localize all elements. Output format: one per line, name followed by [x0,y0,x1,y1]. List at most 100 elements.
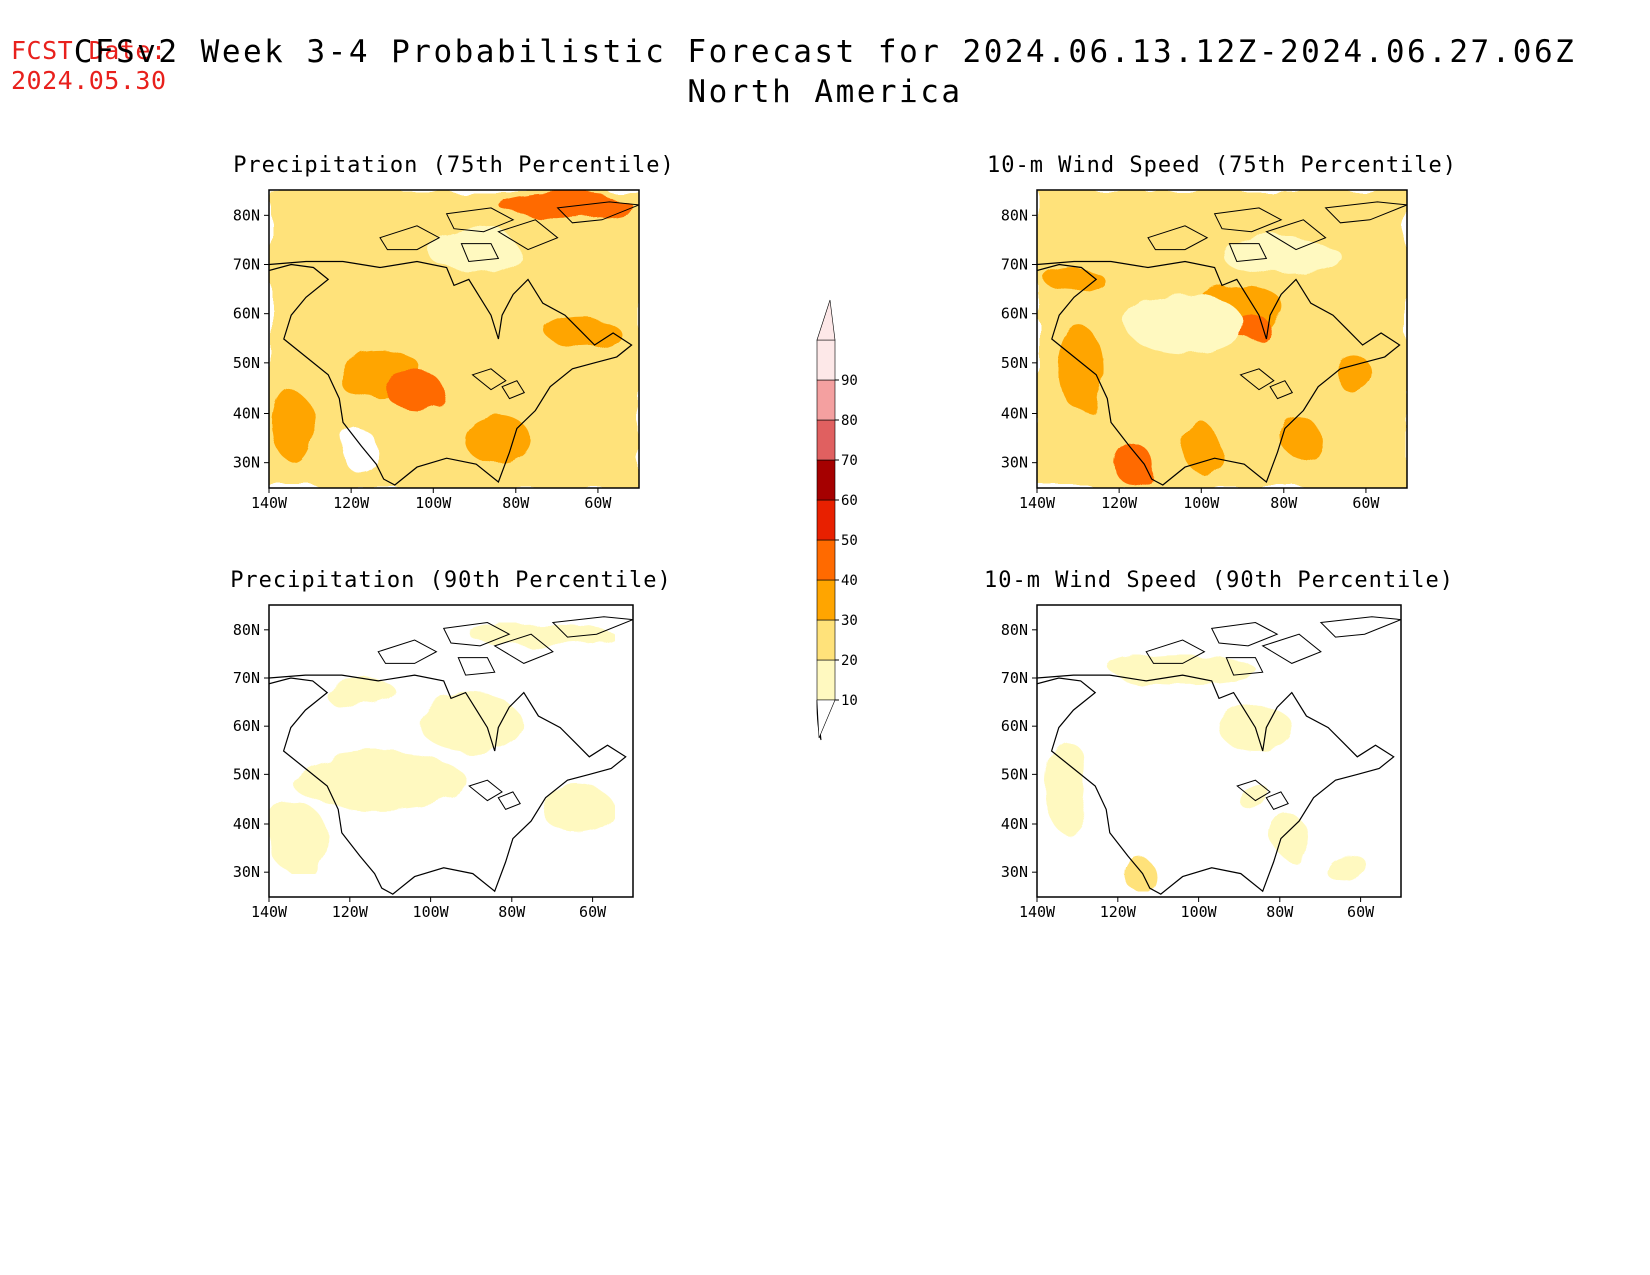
lat-tick-label: 40N [233,815,260,833]
colorbar-swatch [816,379,836,421]
map-panel-wind-90: 10-m Wind Speed (90th Percentile) 140W 120… [984,568,1453,921]
probability-area [1324,853,1369,883]
coastline [1324,201,1407,224]
colorbar-swatch [816,419,836,461]
lat-tick-label: 70N [233,669,260,687]
lon-tick-label: 60W [579,903,607,921]
coastline [1265,219,1327,251]
coastline [1147,225,1209,251]
lat-tick-label: 40N [1001,815,1028,833]
probability-area [1237,786,1274,810]
coastline [442,621,511,647]
probability-area [1125,294,1245,354]
lon-tick-label: 80W [1266,903,1294,921]
probability-area [428,225,517,274]
forecast-date-label: FCST Date: [11,36,167,65]
probability-area [465,416,532,465]
shading-layer [269,605,633,897]
coastline [377,639,438,664]
lon-tick-label: 100W [1183,494,1220,512]
colorbar-swatch [816,539,836,581]
colorbar: 10 20 30 40 50 60 70 80 90 [816,299,858,741]
coastline [1228,243,1268,263]
shading-layer [1037,190,1407,488]
probability-area [269,803,328,874]
probability-area [1284,419,1322,462]
coastline [471,368,507,391]
probability-area [542,786,615,833]
coastline [1225,657,1264,676]
coastline [1239,368,1275,391]
figure-title: CFSv2 Week 3-4 Probabilistic Forecast fo… [0,32,1650,112]
probability-area [1059,327,1104,411]
forecast-date-value: 2024.05.30 [11,66,167,95]
lon-tick-label: 60W [1352,494,1380,512]
lon-tick-label: 120W [1101,494,1138,512]
title-line-1: CFSv2 Week 3-4 Probabilistic Forecast fo… [73,34,1577,70]
lon-tick-label: 100W [413,903,450,921]
lat-tick-label: 30N [233,454,260,472]
lon-tick-label: 80W [502,494,530,512]
lon-tick-label: 120W [333,494,370,512]
probability-area [418,692,521,751]
coastline [501,380,526,400]
coastline [269,260,633,486]
title-line-2: North America [687,74,963,110]
lat-tick-label: 30N [233,863,260,881]
lat-tick-label: 70N [1001,669,1028,687]
lat-tick-label: 80N [233,206,260,224]
probability-area [343,431,380,474]
map-frame [268,189,640,489]
probability-area [1044,267,1104,292]
coastline [1269,380,1294,400]
lon-tick-label: 100W [415,494,452,512]
coastline [1261,633,1322,664]
lat-tick-label: 80N [1001,621,1028,639]
panel-title: 10-m Wind Speed (75th Percentile) [987,153,1457,178]
colorbar-label: 30 [841,613,858,629]
colorbar-swatch [816,579,836,621]
coastline [1210,621,1279,647]
colorbar-label: 90 [841,373,858,389]
lon-tick-label: 60W [1347,903,1375,921]
lon-tick-label: 60W [584,494,612,512]
lat-tick-label: 40N [1001,405,1028,423]
map-panel-precip-90: Precipitation (90th Percentile) 140W 120W 1… [230,568,671,921]
colorbar-swatch [816,339,836,381]
coastline [497,219,559,251]
lon-tick-label: 80W [1270,494,1298,512]
colorbar-label: 50 [841,533,858,549]
probability-area [1336,356,1374,393]
lon-tick-label: 120W [1100,903,1137,921]
lat-tick-label: 60N [233,717,260,735]
colorbar-label: 10 [841,693,858,709]
probability-area [1181,422,1219,471]
colorbar-label: 80 [841,413,858,429]
coastline [269,674,627,895]
lon-tick-label: 140W [251,903,288,921]
colorbar-cap [816,699,836,739]
lat-tick-label: 60N [1001,717,1028,735]
lat-tick-label: 40N [233,405,260,423]
probability-area [387,374,447,411]
lon-tick-label: 80W [498,903,526,921]
coastline [460,243,500,263]
forecast-date: FCST Date: 2024.05.30 [11,36,167,96]
shading-layer [269,190,639,488]
probability-area [323,678,397,708]
map-panel-precip-75: Precipitation (75th Percentile) 140W 120W 1… [233,153,675,512]
lat-tick-label: 80N [1001,206,1028,224]
lat-tick-label: 50N [1001,354,1028,372]
lat-tick-label: 30N [1001,863,1028,881]
lat-tick-label: 70N [1001,256,1028,274]
probability-area [1273,818,1311,860]
probability-area [1124,856,1154,892]
coastline [497,791,521,811]
coastline [1037,260,1401,486]
lat-tick-label: 50N [233,354,260,372]
lon-tick-label: 120W [332,903,369,921]
coastline [379,225,441,251]
colorbar-label: 20 [841,653,858,669]
coastline [1265,791,1289,811]
panel-title: Precipitation (75th Percentile) [233,153,675,178]
